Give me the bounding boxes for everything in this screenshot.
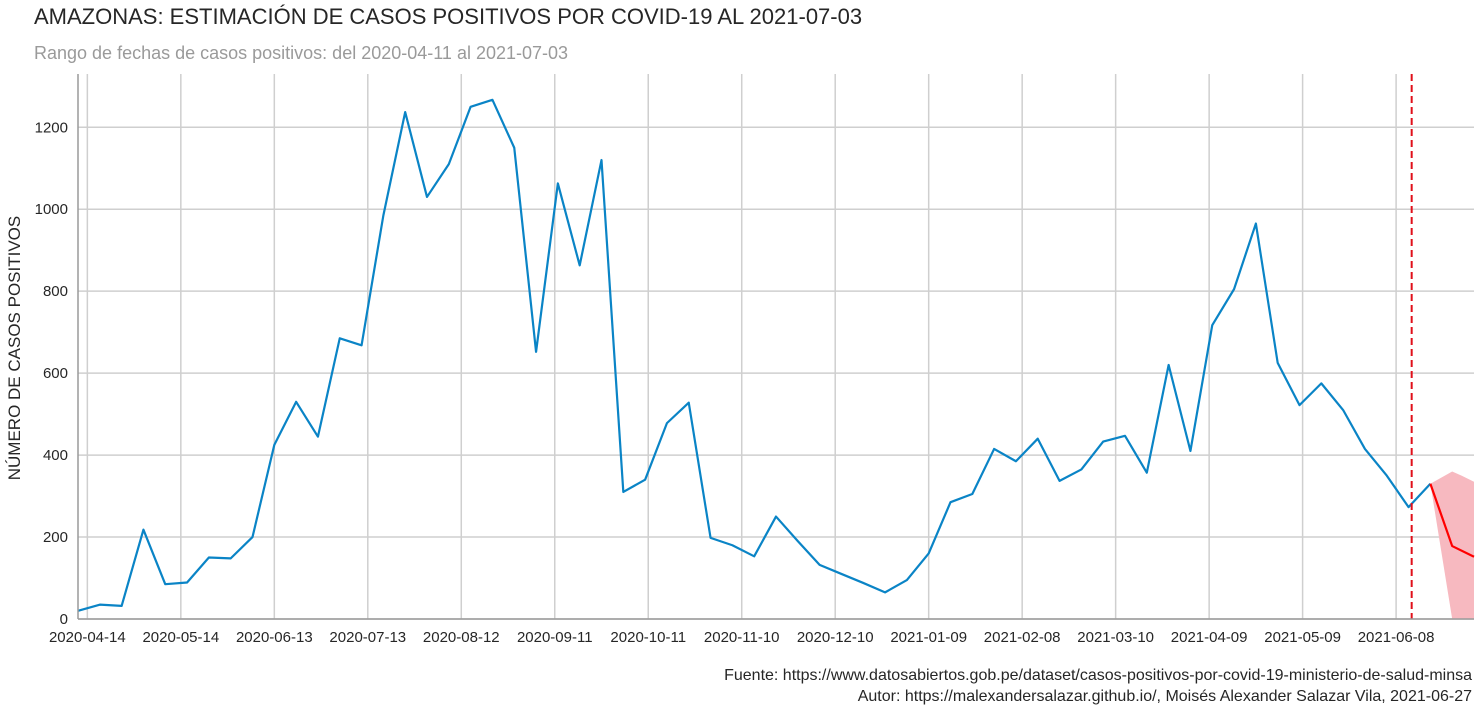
x-tick-label: 2021-01-09 bbox=[890, 629, 967, 646]
y-tick-label: 400 bbox=[43, 447, 68, 464]
x-tick-label: 2020-04-14 bbox=[49, 629, 126, 646]
grid-lines bbox=[78, 74, 1474, 620]
x-tick-label: 2021-04-09 bbox=[1171, 629, 1248, 646]
y-tick-label: 800 bbox=[43, 283, 68, 300]
y-axis-label: NÚMERO DE CASOS POSITIVOS bbox=[5, 216, 24, 481]
observed-cases-line bbox=[77, 98, 1432, 612]
x-tick-label: 2020-06-13 bbox=[236, 629, 313, 646]
chart-subtitle: Rango de fechas de casos positivos: del … bbox=[34, 43, 569, 63]
axes bbox=[77, 74, 1474, 620]
x-tick-label: 2020-09-11 bbox=[517, 629, 593, 646]
footer: Fuente: https://www.datosabiertos.gob.pe… bbox=[724, 665, 1472, 707]
y-tick-label: 1000 bbox=[35, 201, 68, 218]
x-tick-label: 2020-11-10 bbox=[704, 629, 780, 646]
x-tick-label: 2021-06-08 bbox=[1358, 629, 1435, 646]
x-tick-label: 2021-05-09 bbox=[1264, 629, 1341, 646]
y-tick-labels: 0 200 400 600 800 1000 1200 bbox=[35, 119, 68, 628]
source-note: Fuente: https://www.datosabiertos.gob.pe… bbox=[724, 667, 1472, 684]
chart-title: AMAZONAS: ESTIMACIÓN DE CASOS POSITIVOS … bbox=[34, 4, 863, 29]
x-tick-labels: 2020-04-14 2020-05-14 2020-06-13 2020-07-13… bbox=[49, 629, 1434, 646]
x-tick-label: 2020-12-10 bbox=[797, 629, 874, 646]
y-tick-label: 1200 bbox=[35, 119, 68, 136]
forecast-line bbox=[1429, 483, 1475, 558]
y-tick-label: 600 bbox=[43, 365, 68, 382]
x-tick-label: 2021-02-08 bbox=[984, 629, 1061, 646]
x-tick-label: 2020-08-12 bbox=[423, 629, 500, 646]
x-tick-label: 2020-07-13 bbox=[329, 629, 406, 646]
x-tick-label: 2020-05-14 bbox=[142, 629, 219, 646]
series-lines bbox=[77, 98, 1475, 612]
x-tick-label: 2020-10-11 bbox=[610, 629, 686, 646]
x-tick-label: 2021-03-10 bbox=[1077, 629, 1154, 646]
y-tick-label: 200 bbox=[43, 529, 68, 546]
author-note: Autor: https://malexandersalazar.github.… bbox=[857, 688, 1472, 705]
y-tick-label: 0 bbox=[60, 611, 68, 628]
